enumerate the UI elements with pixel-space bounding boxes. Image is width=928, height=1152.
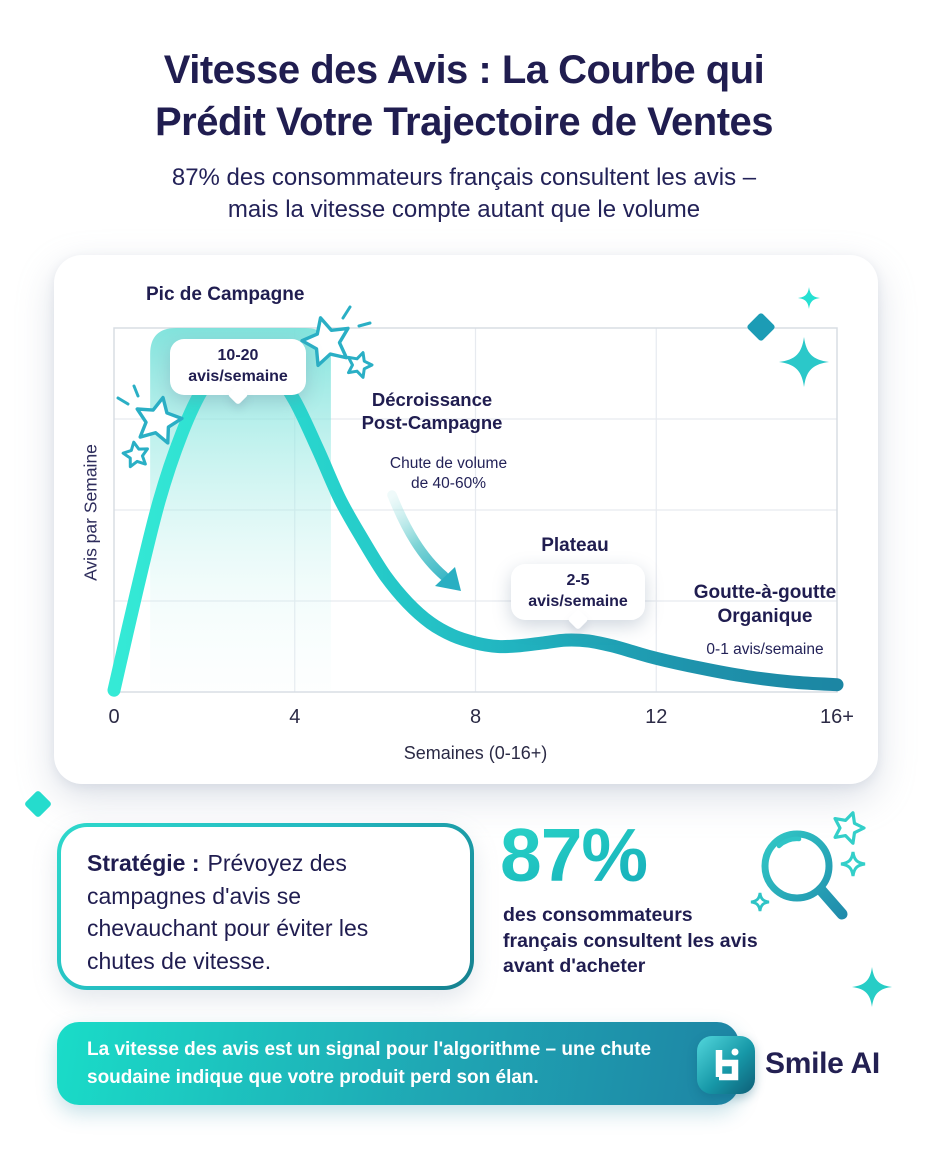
page-title-line2: Prédit Votre Trajectoire de Ventes [154, 100, 774, 144]
star-icon [344, 349, 375, 379]
page-title: Vitesse des Avis : La Courbe qui Prédit … [0, 44, 928, 148]
star-icon [132, 393, 186, 445]
sparkle-rays-icon [341, 305, 372, 328]
campaign-highlight-region [150, 328, 331, 692]
diamond-icon [25, 791, 51, 817]
x-tick-label: 12 [645, 706, 668, 728]
page-title-line1: Vitesse des Avis : La Courbe qui [163, 48, 765, 92]
sparkle-icon [751, 893, 769, 911]
x-tick-label: 0 [108, 706, 120, 728]
left-star-cluster [118, 386, 185, 468]
peak-value-callout: 10-20 avis/semaine [170, 339, 306, 395]
brand-logo [697, 1036, 755, 1094]
x-tick-label: 16+ [820, 706, 854, 728]
sparkle-icon [841, 852, 865, 876]
decline-note: Chute de volume de 40-60% [389, 455, 508, 493]
star-icon [830, 808, 868, 845]
x-axis-label: Semaines (0-16+) [403, 743, 548, 763]
footer-text: La vitesse des avis est un signal pour l… [87, 1039, 652, 1089]
x-tick-label: 4 [289, 706, 301, 728]
brand-name: Smile AI [765, 1047, 880, 1080]
diamond-icon [747, 313, 775, 341]
stat-value: 87% [500, 813, 648, 897]
organic-phase-label: Goutte-à-goutte Organique [693, 582, 837, 627]
sparkle-icon [798, 287, 820, 309]
strategy-label: Stratégie : [87, 850, 200, 876]
x-tick-label: 8 [469, 706, 482, 728]
plateau-value-callout: 2-5 avis/semaine [511, 564, 645, 620]
decline-arrow-icon [387, 490, 461, 591]
star-icon [122, 440, 150, 467]
plateau-phase-label: Plateau [541, 535, 609, 556]
sparkle-icon [852, 967, 892, 1007]
stat-caption: des consommateurs français consultent le… [503, 904, 758, 978]
decline-phase-label: Décroissance Post-Campagne [361, 389, 503, 434]
peak-phase-label: Pic de Campagne [146, 284, 305, 305]
star-icon [298, 312, 356, 368]
chart-card: Pic de Campagne 10-20 avis/semaine Décro… [54, 255, 878, 784]
strategy-callout-box: Stratégie : Prévoyez des campagnes d'avis… [57, 823, 474, 990]
strategy-text: Stratégie : Prévoyez des campagnes d'avis… [61, 827, 470, 986]
magnifier-icon [735, 806, 890, 920]
review-velocity-chart [54, 255, 844, 697]
organic-note: 0-1 avis/semaine [706, 641, 824, 658]
footer-banner: La vitesse des avis est un signal pour l… [57, 1022, 739, 1105]
smile-ai-logo-icon [715, 1048, 739, 1081]
y-axis-label: Avis par Semaine [80, 444, 101, 581]
peak-star-cluster [298, 307, 375, 379]
sparkle-icon [779, 337, 829, 387]
sparkle-rays-icon [116, 384, 140, 406]
page-subtitle: 87% des consommateurs français consulten… [171, 164, 757, 223]
